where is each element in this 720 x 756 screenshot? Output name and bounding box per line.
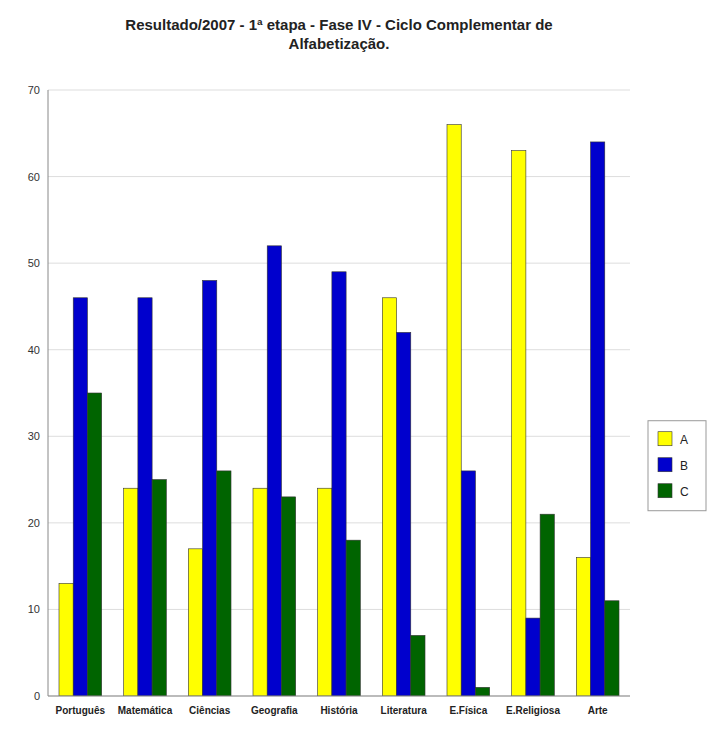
x-tick-label: Ciências (189, 705, 231, 716)
bar (281, 497, 295, 696)
bar (526, 618, 540, 696)
bar (576, 557, 590, 696)
bar (267, 246, 281, 696)
bar (447, 125, 461, 696)
legend-label: A (680, 433, 688, 447)
y-tick-label: 70 (28, 84, 40, 96)
bar (138, 298, 152, 696)
bar (397, 332, 411, 696)
legend-swatch (658, 432, 672, 446)
bar (87, 393, 101, 696)
bar (217, 471, 231, 696)
bar (59, 583, 73, 696)
x-tick-label: História (320, 705, 358, 716)
bar (605, 601, 619, 696)
grid-line (48, 263, 630, 264)
x-tick-label: Arte (588, 705, 608, 716)
bar (382, 298, 396, 696)
y-tick-label: 10 (28, 603, 40, 615)
grid-line (48, 90, 630, 91)
y-axis-line (48, 90, 49, 696)
y-tick-label: 20 (28, 517, 40, 529)
x-axis: Português Matemática Ciências Geografia Hist… (56, 705, 608, 716)
y-tick-label: 60 (28, 171, 40, 183)
bar (318, 488, 332, 696)
x-tick-label: E.Religiosa (506, 705, 560, 716)
legend-frame (648, 421, 706, 511)
bars (59, 125, 619, 696)
title-line: Resultado/2007 - 1ª etapa - Fase IV - Ci… (125, 16, 552, 33)
x-tick-label: Português (56, 705, 106, 716)
bar (346, 540, 360, 696)
bar (188, 549, 202, 696)
y-tick-label: 0 (34, 690, 40, 702)
x-tick-label: E.Física (449, 705, 487, 716)
legend-label: B (680, 459, 688, 473)
y-axis: 0 10 20 30 40 50 60 70 (28, 84, 630, 702)
x-tick-label: Geografia (251, 705, 298, 716)
legend-swatch (658, 458, 672, 472)
bar (253, 488, 267, 696)
grid-line (48, 176, 630, 177)
bar (512, 151, 526, 696)
x-tick-label: Literatura (381, 705, 428, 716)
chart-title: Resultado/2007 - 1ª etapa - Fase IV - Ci… (125, 16, 552, 52)
bar (461, 471, 475, 696)
chart-svg: Resultado/2007 - 1ª etapa - Fase IV - Ci… (0, 0, 720, 756)
chart-container: Resultado/2007 - 1ª etapa - Fase IV - Ci… (0, 0, 720, 756)
bar (152, 480, 166, 696)
bar (591, 142, 605, 696)
bar (540, 514, 554, 696)
legend-label: C (680, 485, 689, 499)
bar (332, 272, 346, 696)
bar (73, 298, 87, 696)
bar (411, 635, 425, 696)
x-axis-line (48, 696, 630, 697)
bar (475, 687, 489, 696)
y-tick-label: 30 (28, 430, 40, 442)
y-tick-label: 40 (28, 344, 40, 356)
bar (203, 280, 217, 696)
legend-swatch (658, 484, 672, 498)
grid-line (48, 696, 630, 697)
legend: ABC (648, 421, 706, 511)
title-line: Alfabetização. (289, 35, 390, 52)
bar (124, 488, 138, 696)
y-tick-label: 50 (28, 257, 40, 269)
x-tick-label: Matemática (118, 705, 173, 716)
